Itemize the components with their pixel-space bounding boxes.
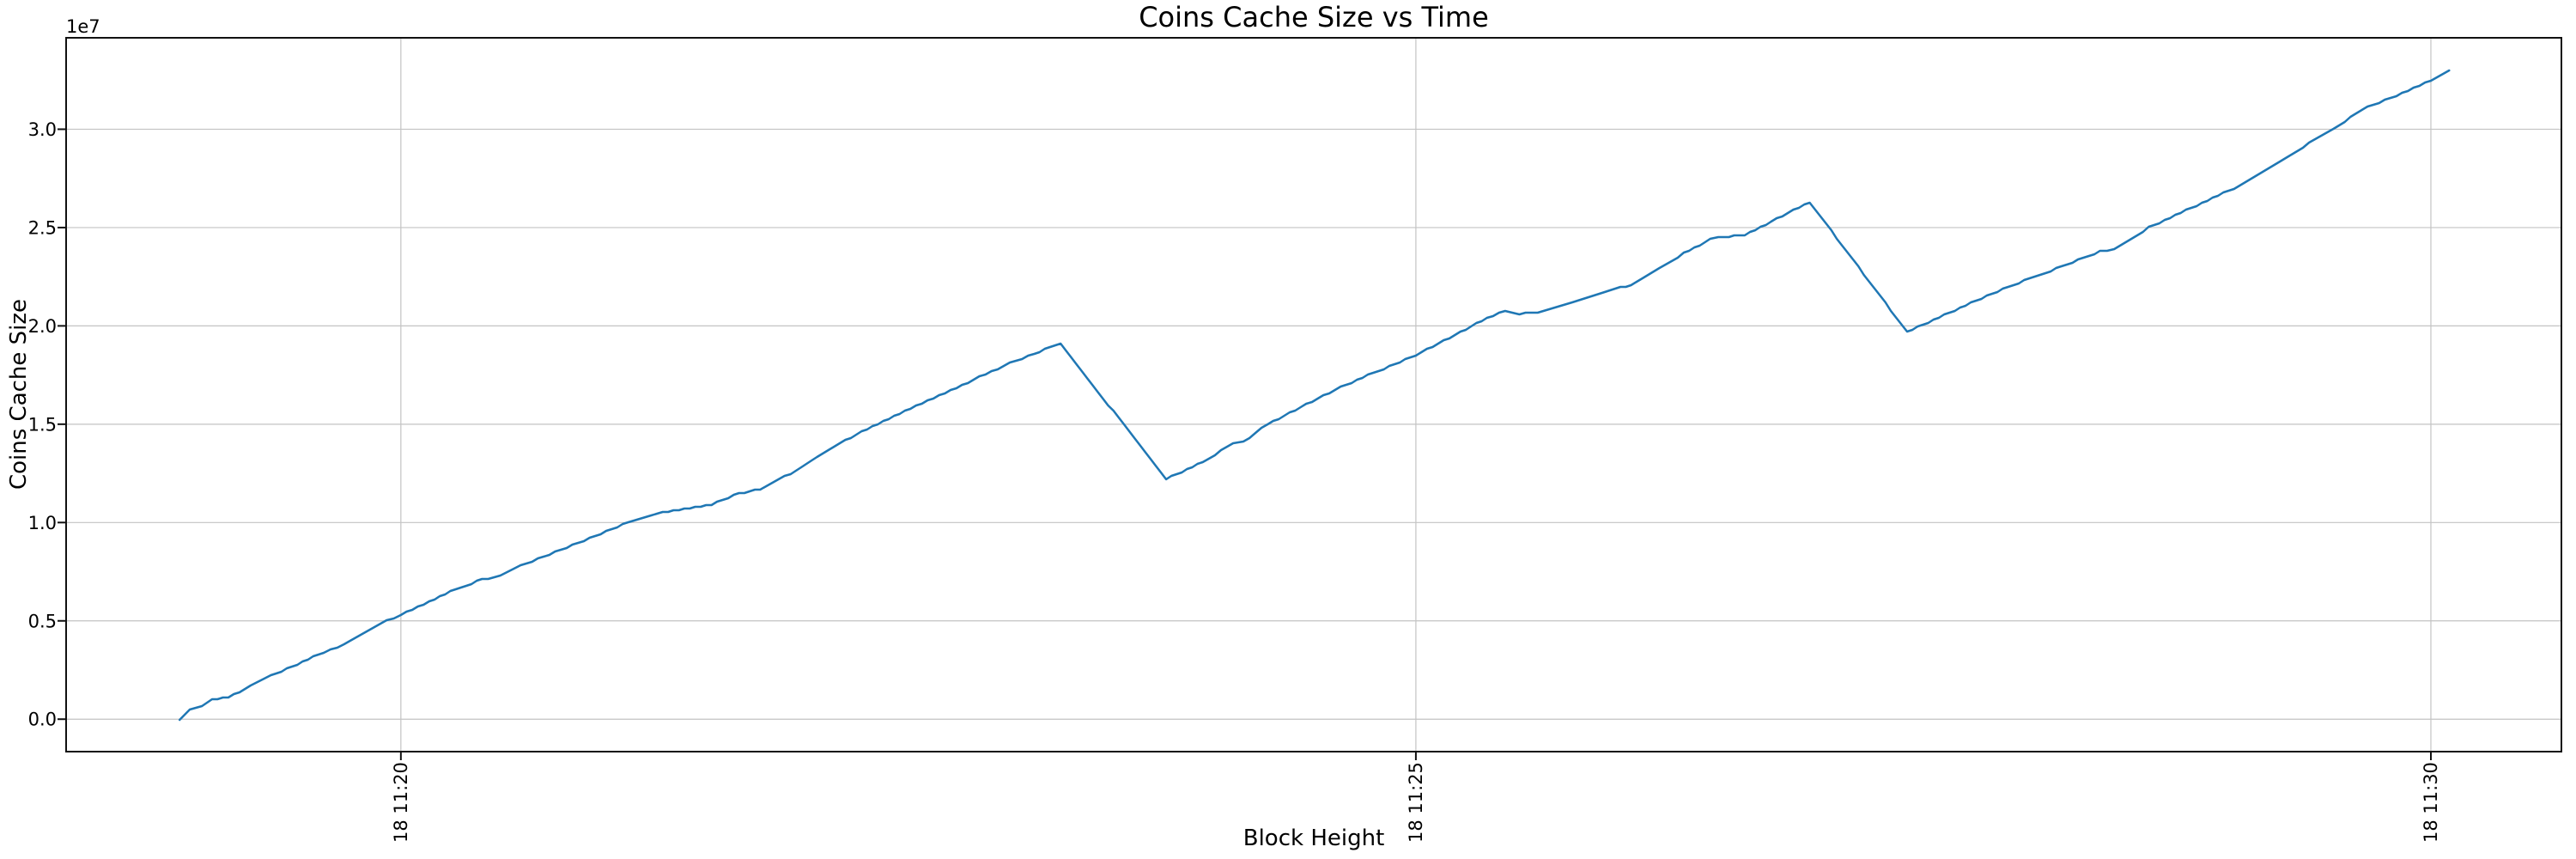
x-tick-labels: 18 11:20 18 11:25 18 11:30 bbox=[391, 762, 2441, 843]
x-tick-label: 18 11:30 bbox=[2421, 762, 2441, 843]
y-tick-label: 2.0 bbox=[28, 316, 57, 337]
series-line bbox=[178, 69, 2451, 722]
y-tick-labels: 0.0 0.5 1.0 1.5 2.0 2.5 3.0 bbox=[28, 119, 57, 730]
x-tick-label: 18 11:25 bbox=[1406, 762, 1426, 843]
x-tick-label: 18 11:20 bbox=[391, 762, 411, 843]
y-tick-label: 0.0 bbox=[28, 710, 57, 730]
y-tick-label: 3.0 bbox=[28, 119, 57, 140]
plot-border bbox=[65, 37, 2562, 752]
y-axis-label: Coins Cache Size bbox=[6, 299, 32, 490]
tick-marks bbox=[58, 128, 2432, 760]
y-tick-label: 0.5 bbox=[28, 611, 57, 631]
y-offset-label: 1e7 bbox=[66, 16, 100, 37]
gridlines bbox=[66, 38, 2561, 752]
x-axis-label: Block Height bbox=[1243, 825, 1385, 851]
y-tick-label: 1.5 bbox=[28, 414, 57, 435]
chart-title: Coins Cache Size vs Time bbox=[1139, 1, 1489, 34]
y-tick-label: 2.5 bbox=[28, 217, 57, 238]
y-tick-label: 1.0 bbox=[28, 513, 57, 533]
